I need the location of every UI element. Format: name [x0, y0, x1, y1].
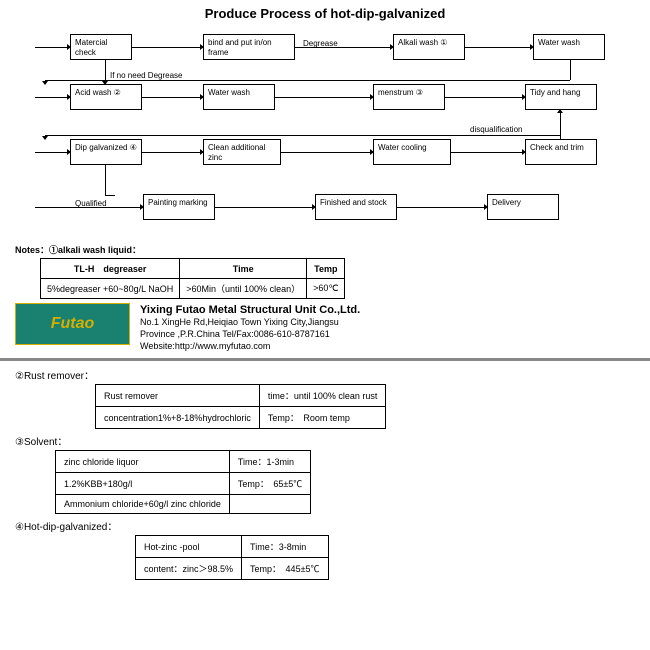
td: content：zinc＞98.5% — [136, 558, 242, 580]
td: Rust remover — [96, 385, 260, 407]
flow-box: bind and put in/on frame — [203, 34, 295, 60]
section-hotdip: ④Hot-dip-galvanized： Hot-zinc -poolTime：… — [15, 518, 635, 580]
flow-label: disqualification — [470, 125, 522, 134]
section-heading: ④Hot-dip-galvanized： — [15, 518, 635, 533]
company-logo: Futao — [15, 303, 130, 345]
flow-box: Finished and stock — [315, 194, 397, 220]
table-solvent: zinc chloride liquorTime：1-3min 1.2%KBB+… — [55, 450, 311, 514]
td: zinc chloride liquor — [56, 451, 230, 473]
separator — [0, 358, 650, 361]
flow-box: Check and trim — [525, 139, 597, 165]
flow-box: Water cooling — [373, 139, 451, 165]
th: Temp — [307, 259, 345, 279]
flow-label: If no need Degrease — [110, 71, 183, 80]
flow-box: Water wash — [203, 84, 275, 110]
td: Temp： 445±5℃ — [242, 558, 328, 580]
table-hotdip: Hot-zinc -poolTime：3-8min content：zinc＞9… — [135, 535, 329, 580]
section-solvent: ③Solvent： zinc chloride liquorTime：1-3mi… — [15, 433, 635, 514]
th: TL-H degreaser — [41, 259, 180, 279]
td: Temp： Room temp — [259, 407, 386, 429]
td: 1.2%KBB+180g/l — [56, 473, 230, 495]
flow-box: Dip galvanized ④ — [70, 139, 142, 165]
td: >60℃ — [307, 279, 345, 299]
section-heading: ③Solvent： — [15, 433, 635, 448]
flow-box: Delivery — [487, 194, 559, 220]
td: >60Min（until 100% clean） — [180, 279, 307, 299]
flow-box: menstrum ③ — [373, 84, 445, 110]
company-addr1: No.1 XingHe Rd,Heiqiao Town Yixing City,… — [140, 317, 360, 329]
flow-box: Clean additional zinc — [203, 139, 281, 165]
flowchart: Matercial check bind and put in/on frame A… — [15, 29, 635, 239]
company-addr2: Province ,P.R.China Tel/Fax:0086-610-878… — [140, 329, 360, 341]
section-heading: ②Rust remover： — [15, 367, 635, 382]
td: concentration1%+8-18%hydrochloric — [96, 407, 260, 429]
table-rust: Rust removertime：until 100% clean rust c… — [95, 384, 386, 429]
td — [229, 495, 310, 514]
company-web: Website:http://www.myfutao.com — [140, 341, 360, 353]
flow-box: Matercial check — [70, 34, 132, 60]
td: Time：1-3min — [229, 451, 310, 473]
td: Hot-zinc -pool — [136, 536, 242, 558]
td: Temp： 65±5℃ — [229, 473, 310, 495]
flow-box: Painting marking — [143, 194, 215, 220]
section-rust: ②Rust remover： Rust removertime：until 10… — [15, 367, 635, 429]
company-info: Yixing Futao Metal Structural Unit Co.,L… — [140, 303, 360, 352]
th: Time — [180, 259, 307, 279]
td: time：until 100% clean rust — [259, 385, 386, 407]
flow-box: Alkali wash ① — [393, 34, 465, 60]
notes-heading: Notes：①alkali wash liquid： — [15, 243, 635, 256]
company-block: Futao Yixing Futao Metal Structural Unit… — [15, 303, 635, 352]
td: Time：3-8min — [242, 536, 328, 558]
table-alkali: TL-H degreaserTimeTemp 5%degreaser +60~8… — [40, 258, 345, 299]
flow-box: Water wash — [533, 34, 605, 60]
td: 5%degreaser +60~80g/L NaOH — [41, 279, 180, 299]
td: Ammonium chloride+60g/l zinc chloride — [56, 495, 230, 514]
company-name: Yixing Futao Metal Structural Unit Co.,L… — [140, 303, 360, 317]
page-title: Produce Process of hot-dip-galvanized — [0, 0, 650, 29]
